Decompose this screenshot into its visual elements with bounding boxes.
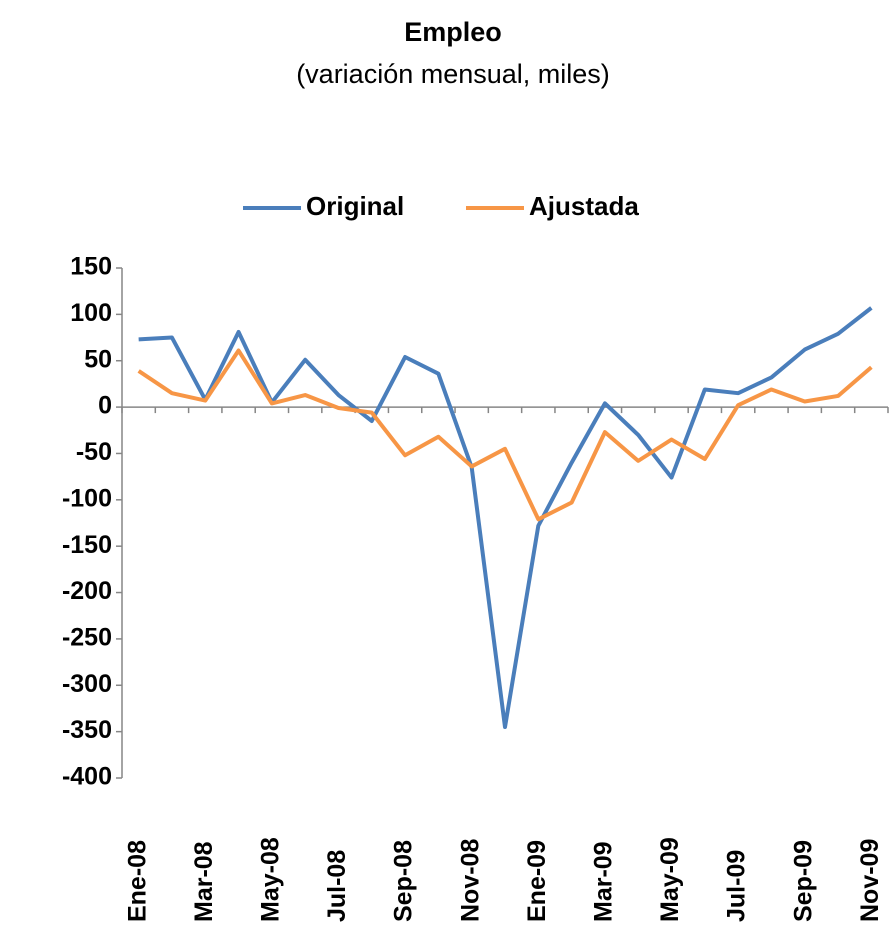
y-tick-label: -50 — [76, 438, 112, 466]
chart-title: Empleo — [404, 17, 502, 47]
y-tick-label: -250 — [62, 624, 112, 652]
x-tick-label: May-09 — [656, 837, 684, 922]
x-tick-label: May-08 — [256, 837, 284, 922]
y-tick-label: 0 — [98, 392, 112, 420]
line-series — [137, 348, 873, 522]
y-tick-label: -150 — [62, 531, 112, 559]
legend-label: Original — [306, 191, 404, 221]
x-tick-label: Ene-09 — [523, 840, 551, 922]
x-tick-label: Nov-08 — [456, 839, 484, 922]
chart-subtitle: (variación mensual, miles) — [296, 59, 610, 89]
y-tick-label: -300 — [62, 670, 112, 698]
legend-label: Ajustada — [529, 191, 639, 221]
y-tick-label: -200 — [62, 577, 112, 605]
line-series — [138, 306, 873, 729]
x-tick-label: Jul-09 — [723, 850, 751, 922]
y-tick-label: 100 — [70, 299, 112, 327]
y-tick-label: 50 — [84, 345, 112, 373]
x-tick-label: Jul-08 — [323, 850, 351, 922]
x-tick-label: Nov-09 — [856, 839, 884, 922]
y-tick-label: -400 — [62, 763, 112, 791]
x-tick-label: Sep-08 — [390, 840, 418, 922]
x-tick-label: Mar-09 — [590, 841, 618, 922]
x-tick-label: Sep-09 — [789, 840, 817, 922]
y-tick-label: -350 — [62, 716, 112, 744]
x-tick-label: Ene-08 — [123, 840, 151, 922]
y-tick-label: -100 — [62, 484, 112, 512]
y-tick-label: 150 — [70, 253, 112, 281]
x-tick-label: Mar-08 — [190, 841, 218, 922]
